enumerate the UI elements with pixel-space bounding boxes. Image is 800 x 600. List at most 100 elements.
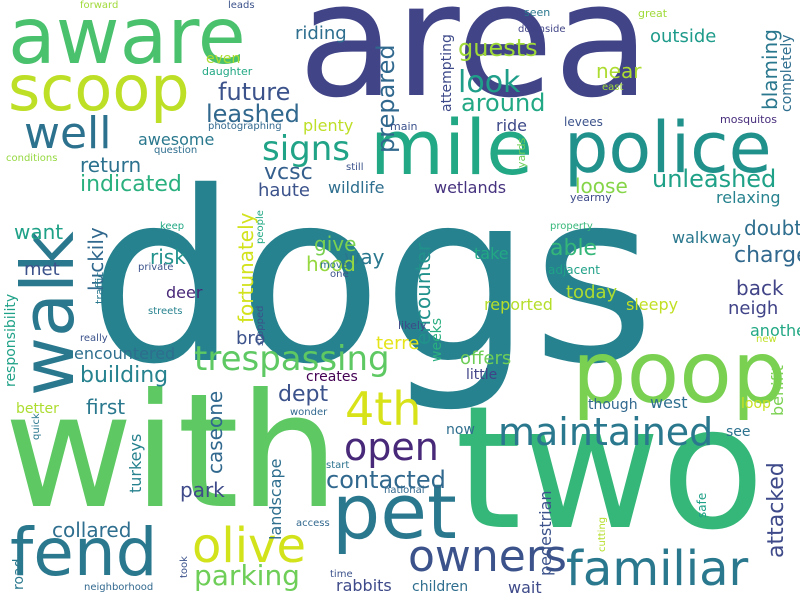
word-police: police: [564, 107, 772, 189]
word-awesome: awesome: [138, 130, 215, 149]
word-loose: loose: [575, 174, 628, 198]
word-move: move: [320, 260, 348, 271]
word-signs: signs: [262, 129, 351, 169]
word-attacked: attacked: [764, 462, 789, 558]
word-walkway: walkway: [672, 228, 741, 247]
word-owners: owners: [408, 531, 567, 582]
word-relaxing: relaxing: [716, 188, 781, 207]
word-caseone: caseone: [203, 390, 227, 474]
word-fend: fend: [10, 514, 158, 591]
word-keep: keep: [160, 221, 185, 232]
word-want: want: [14, 220, 64, 244]
word-return: return: [80, 153, 142, 177]
word-completely: completely: [779, 34, 795, 112]
word-stopped: stopped: [255, 305, 266, 346]
word-seen: seen: [524, 6, 551, 19]
word-outside: outside: [650, 26, 717, 47]
word-still: still: [346, 162, 364, 173]
word-able: able: [550, 236, 598, 261]
word-unleashed: unleashed: [652, 165, 777, 193]
word-time: time: [330, 569, 353, 580]
word-hood: hood: [306, 252, 356, 276]
word-wonder: wonder: [290, 407, 328, 418]
word-streets: streets: [148, 306, 183, 317]
word-quick: quick: [31, 413, 42, 440]
word-aware: aware: [8, 0, 246, 82]
word-better: better: [16, 401, 59, 417]
word-plenty: plenty: [303, 116, 354, 135]
word-dogs: dogs: [88, 141, 655, 416]
word-national: national: [384, 485, 425, 496]
word-creates: creates: [306, 369, 358, 385]
word-private: private: [138, 262, 174, 273]
word-take: take: [474, 244, 509, 263]
word-children: children: [412, 579, 469, 595]
word-blaming: blaming: [758, 29, 782, 110]
word-parking: parking: [194, 559, 300, 592]
word-now: now: [446, 422, 475, 438]
word-first: first: [86, 395, 126, 419]
word-way: way: [344, 245, 385, 269]
word-levees: levees: [564, 115, 603, 129]
word-doubt: doubt: [744, 216, 800, 240]
word-familiar: familiar: [566, 541, 749, 597]
word-wait: wait: [508, 578, 542, 597]
word-terre: terre: [376, 333, 420, 354]
word-turkeys: turkeys: [126, 433, 145, 493]
word-around: around: [461, 89, 546, 117]
word-likely: likely: [398, 319, 427, 332]
word-sleepy: sleepy: [626, 295, 679, 314]
word-benifit: benifit: [768, 365, 787, 416]
word-neigh: neigh: [728, 298, 779, 319]
word-attempting: attempting: [439, 34, 455, 112]
word-leads: leads: [228, 0, 255, 11]
word-landscape: landscape: [266, 458, 285, 540]
word-even: even: [206, 51, 241, 67]
word-haute: haute: [258, 180, 310, 201]
word-open: open: [344, 425, 439, 469]
word-rabbits: rabbits: [336, 576, 392, 595]
word-wildlife: wildlife: [328, 178, 385, 197]
word-collared: collared: [52, 518, 132, 542]
word-wetlands: wetlands: [434, 178, 507, 197]
word-start: start: [326, 460, 350, 471]
word-risk: risk: [150, 245, 186, 269]
word-poop: poop: [572, 323, 787, 423]
word-west: west: [650, 393, 688, 412]
word-future: future: [218, 78, 291, 106]
word-back: back: [736, 276, 784, 300]
word-dept: dept: [278, 382, 329, 407]
word-photographing: photographing: [208, 121, 282, 132]
word-today: today: [566, 282, 618, 303]
word-reported: reported: [484, 295, 553, 314]
word-another: another: [750, 321, 800, 340]
word-ride: ride: [496, 116, 528, 135]
word-park: park: [180, 478, 225, 502]
word-responsibility: responsibility: [3, 293, 19, 387]
word-main: main: [390, 120, 418, 133]
word-safe: safe: [695, 492, 709, 518]
word-one: one: [330, 269, 349, 280]
word-mile: mile: [370, 103, 534, 192]
word-offers: offers: [460, 348, 512, 369]
word-daughter: daughter: [202, 65, 253, 78]
word-pedestrian: pedestrian: [536, 490, 555, 576]
word-loop: loop: [741, 396, 771, 412]
word-met: met: [24, 259, 60, 280]
word-trespassing: trespassing: [194, 339, 390, 379]
word-really: really: [80, 333, 108, 344]
word-well: well: [24, 108, 112, 159]
word-near: near: [596, 59, 642, 83]
word-yearmy: yearmy: [570, 191, 612, 204]
word-give: give: [314, 232, 357, 256]
word-road: road: [11, 558, 27, 590]
word-maintained: maintained: [498, 410, 714, 454]
word-walk: walk: [6, 231, 90, 396]
word-building: building: [80, 363, 169, 388]
word-downside: downside: [518, 24, 566, 35]
word-olive: olive: [192, 518, 306, 574]
word-look: look: [458, 65, 521, 100]
word-scoop: scoop: [8, 52, 190, 125]
word-indicated: indicated: [80, 172, 182, 197]
